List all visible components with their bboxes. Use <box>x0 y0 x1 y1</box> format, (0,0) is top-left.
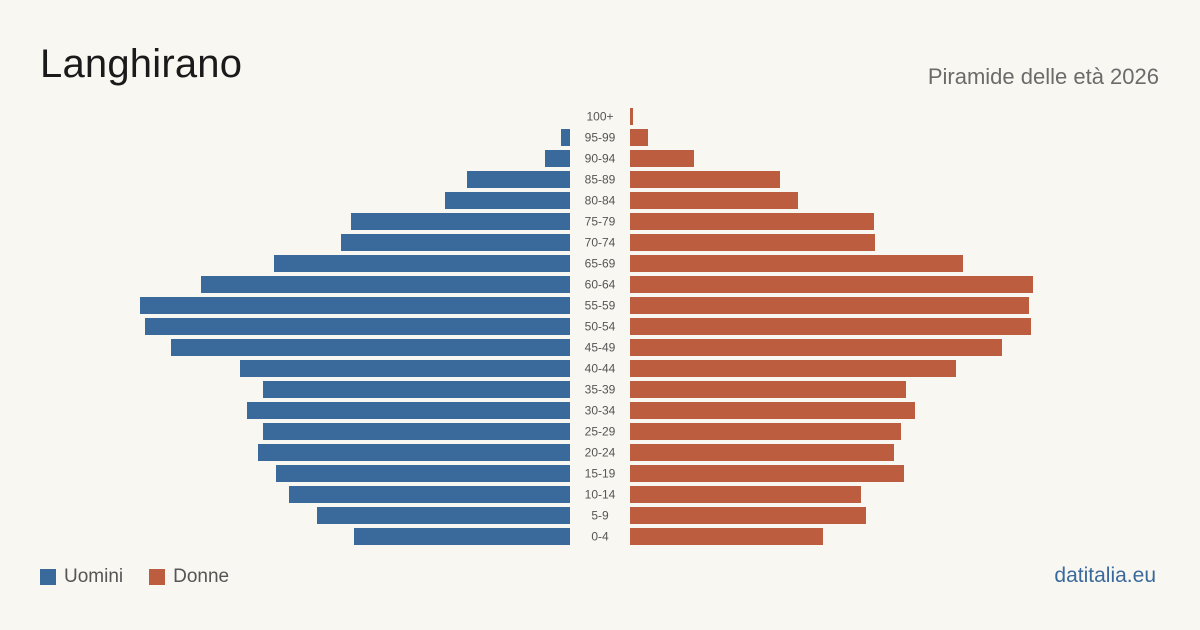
legend-item-men: Uomini <box>40 566 123 588</box>
bar-women-5-9 <box>630 507 866 524</box>
legend-item-women: Donne <box>149 566 229 588</box>
bar-men-85-89 <box>467 171 570 188</box>
age-group-label: 70-74 <box>585 236 616 250</box>
bar-men-15-19 <box>276 465 570 482</box>
age-group-label: 100+ <box>586 110 613 124</box>
bar-men-95-99 <box>561 129 570 146</box>
brand-link[interactable]: datitalia.eu <box>1054 564 1156 587</box>
bar-men-75-79 <box>351 213 570 230</box>
age-group-label: 95-99 <box>585 131 616 145</box>
bar-women-10-14 <box>630 486 861 503</box>
bar-men-50-54 <box>145 318 570 335</box>
bar-women-90-94 <box>630 150 694 167</box>
age-group-label: 75-79 <box>585 215 616 229</box>
bar-men-10-14 <box>289 486 570 503</box>
bar-men-60-64 <box>201 276 570 293</box>
bar-women-70-74 <box>630 234 875 251</box>
age-group-label: 55-59 <box>585 299 616 313</box>
bar-women-25-29 <box>630 423 901 440</box>
bar-women-60-64 <box>630 276 1033 293</box>
bar-men-70-74 <box>341 234 570 251</box>
bar-women-40-44 <box>630 360 956 377</box>
bar-men-65-69 <box>274 255 570 272</box>
bar-men-25-29 <box>263 423 570 440</box>
age-group-label: 50-54 <box>585 320 616 334</box>
legend: Uomini Donne <box>40 566 255 588</box>
bar-men-90-94 <box>545 150 570 167</box>
age-group-label: 80-84 <box>585 194 616 208</box>
legend-swatch-men <box>40 569 56 585</box>
age-group-label: 30-34 <box>585 404 616 418</box>
bar-men-45-49 <box>171 339 570 356</box>
bar-women-95-99 <box>630 129 648 146</box>
chart-subtitle: Piramide delle età 2026 <box>927 64 1159 89</box>
age-group-label: 20-24 <box>585 446 616 460</box>
age-group-label: 45-49 <box>585 341 616 355</box>
bar-women-30-34 <box>630 402 915 419</box>
bar-men-20-24 <box>258 444 570 461</box>
legend-swatch-women <box>149 569 166 585</box>
bar-women-45-49 <box>630 339 1002 356</box>
age-group-label: 0-4 <box>591 530 609 544</box>
age-group-label: 25-29 <box>585 425 616 439</box>
bar-women-75-79 <box>630 213 874 230</box>
bar-men-35-39 <box>263 381 570 398</box>
age-group-label: 60-64 <box>585 278 616 292</box>
bar-women-0-4 <box>630 528 823 545</box>
bar-women-50-54 <box>630 318 1031 335</box>
bar-women-100+ <box>630 108 633 125</box>
bar-women-85-89 <box>630 171 780 188</box>
age-group-label: 5-9 <box>591 509 609 523</box>
age-group-label: 40-44 <box>585 362 616 376</box>
bar-women-15-19 <box>630 465 904 482</box>
age-group-label: 15-19 <box>585 467 616 481</box>
bar-men-0-4 <box>354 528 570 545</box>
bar-men-5-9 <box>317 507 570 524</box>
bar-men-55-59 <box>140 297 570 314</box>
legend-label-men: Uomini <box>64 566 124 587</box>
bar-men-80-84 <box>445 192 570 209</box>
bar-women-20-24 <box>630 444 894 461</box>
page-title: Langhirano <box>40 42 243 86</box>
bar-women-80-84 <box>630 192 798 209</box>
bar-men-40-44 <box>240 360 570 377</box>
age-group-label: 35-39 <box>585 383 616 397</box>
age-group-label: 10-14 <box>585 488 616 502</box>
bar-men-30-34 <box>247 402 570 419</box>
bar-women-35-39 <box>630 381 906 398</box>
bar-women-55-59 <box>630 297 1029 314</box>
age-group-label: 85-89 <box>585 173 616 187</box>
bar-women-65-69 <box>630 255 963 272</box>
legend-label-women: Donne <box>173 566 230 587</box>
age-group-label: 90-94 <box>585 152 616 166</box>
age-group-label: 65-69 <box>585 257 616 271</box>
